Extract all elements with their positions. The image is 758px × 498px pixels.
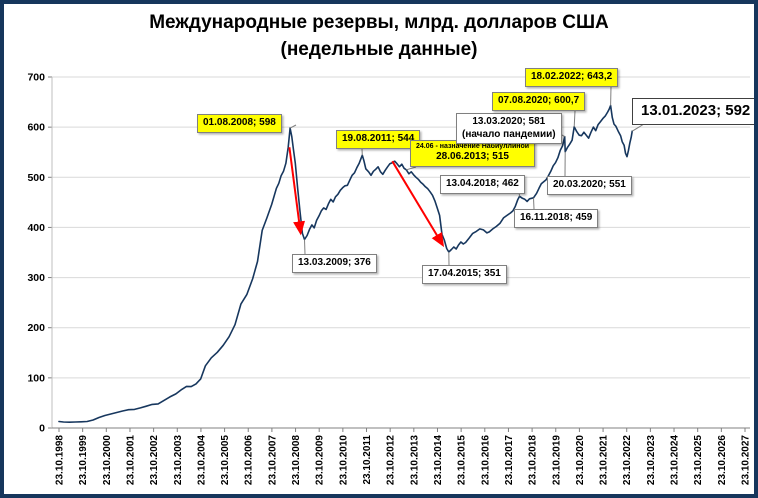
x-tick-label: 23.10.2009 [315, 435, 326, 485]
callout-leader-line [533, 197, 535, 210]
x-tick-label: 23.10.2020 [575, 435, 586, 485]
y-tick-label: 400 [27, 222, 45, 234]
callout-leader-line [289, 124, 297, 129]
line-chart-canvas: 0 100 200 300 400 500 600 700 23.10.1998 23.10.19… [27, 72, 752, 486]
x-tick-label: 23.10.2003 [173, 435, 184, 485]
x-tick-label: 23.10.2012 [386, 435, 397, 485]
x-tick-label: 23.10.1998 [55, 435, 66, 485]
y-tick-label: 700 [27, 72, 45, 84]
chart-title-line2: (недельные данные) [280, 39, 478, 60]
x-tick-label: 23.10.2011 [362, 435, 373, 485]
x-tick-label: 23.10.2008 [291, 435, 302, 485]
callout-leader-line [517, 184, 521, 197]
x-tick-label: 23.10.2023 [646, 435, 657, 485]
x-tick-label: 23.10.2019 [551, 435, 562, 485]
x-tick-label: 23.10.2022 [622, 435, 633, 485]
x-tick-label: 23.10.2021 [599, 435, 610, 485]
y-tick-label: 500 [27, 172, 45, 184]
x-tick-label: 23.10.2007 [267, 435, 278, 485]
x-tick-label: 23.10.2010 [338, 435, 349, 485]
x-tick-label: 23.10.1999 [78, 435, 89, 485]
x-tick-label: 23.10.2006 [244, 435, 255, 485]
x-tick-label: 23.10.2001 [125, 435, 136, 485]
x-tick-label: 23.10.2025 [693, 435, 704, 485]
x-tick-label: 23.10.2005 [220, 435, 231, 485]
reserves-series-line [58, 104, 634, 424]
callout-leader-line [631, 123, 645, 132]
x-tick-label: 23.10.2002 [149, 435, 160, 485]
decline-arrow [391, 160, 445, 248]
y-tick-label: 300 [27, 272, 45, 284]
callout-leader-line [406, 166, 417, 171]
x-tick-label: 23.10.2013 [409, 435, 420, 485]
x-tick-label: 23.10.2015 [457, 435, 468, 485]
x-tick-label: 23.10.2017 [504, 435, 515, 485]
y-tick-label: 600 [27, 122, 45, 134]
x-tick-label: 23.10.2016 [480, 435, 491, 485]
y-tick-label: 200 [27, 322, 45, 334]
callout-leader-line [548, 126, 565, 138]
callout-leader-line [573, 110, 576, 127]
x-tick-label: 23.10.2026 [717, 435, 728, 485]
y-tick-label: 0 [39, 423, 45, 435]
chart-title: Международные резервы, млрд. долларов СШ… [4, 9, 754, 63]
x-tick-label: 23.10.2014 [433, 435, 444, 485]
chart-title-line1: Международные резервы, млрд. долларов СШ… [149, 12, 609, 33]
x-tick-label: 23.10.2004 [196, 435, 207, 485]
x-tick-label: 23.10.2000 [102, 435, 113, 485]
callout-leader-line [304, 239, 306, 255]
y-tick-label: 100 [27, 372, 45, 384]
decline-arrow [288, 147, 306, 236]
x-tick-label: 23.10.2018 [528, 435, 539, 485]
x-tick-label: 23.10.2027 [741, 435, 752, 485]
x-tick-label: 23.10.2024 [670, 435, 681, 485]
